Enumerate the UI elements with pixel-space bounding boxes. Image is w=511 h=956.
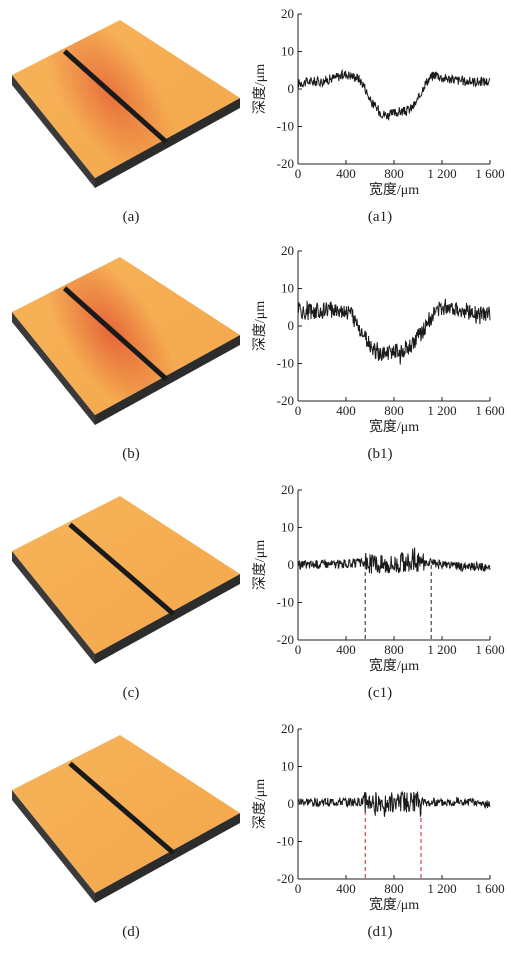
y-tick-label: -20 [277,632,294,647]
caption-image-b: (b) [122,446,140,462]
y-tick-label: -10 [277,356,294,371]
y-axis-label: 深度/μm [252,540,268,590]
x-axis-label: 宽度/μm [369,896,419,913]
x-tick-label: 1 200 [427,403,456,418]
x-axis-label: 宽度/μm [369,181,419,198]
y-tick-label: 20 [281,6,294,21]
groove-line [62,286,168,381]
x-tick-label: 0 [295,166,302,181]
groove-line [68,522,176,616]
depth-profile-line [297,68,491,121]
x-tick-label: 1 600 [475,403,504,418]
panel-c: 20 10 0 -10 -20 0 400 800 1 200 1 600 宽度/μm 深度/μm (… [0,476,511,715]
y-tick-label: -20 [277,156,294,171]
caption-chart-a1: (a1) [367,209,393,225]
y-tick-label: 0 [288,557,295,572]
panel-a: 20 10 0 -10 -20 0 400 800 1 200 1 600 宽度/μm 深度/μm (… [0,0,511,239]
x-tick-label: 400 [336,881,356,896]
y-tick-label: 10 [281,281,294,296]
groove-line [68,761,176,855]
x-tick-label: 400 [336,403,356,418]
surface-image-d [12,735,240,903]
x-tick-label: 1 600 [475,881,504,896]
y-tick-label: -10 [277,119,294,134]
panel-d: 20 10 0 -10 -20 0 400 800 1 200 1 600 宽度/μm 深度/μm (… [0,715,511,954]
surface-image-b [12,257,240,425]
x-tick-label: 800 [384,642,404,657]
surface-image-c [12,496,240,664]
caption-image-d: (d) [122,924,140,940]
y-axis-label: 深度/μm [252,779,268,829]
x-tick-label: 1 200 [427,881,456,896]
y-tick-label: -10 [277,595,294,610]
y-tick-label: 20 [281,721,294,736]
depth-profile-line [297,790,491,817]
depth-profile-line [297,547,491,574]
caption-chart-d1: (d1) [367,924,393,940]
x-axis-label: 宽度/μm [369,418,419,435]
x-tick-label: 0 [295,403,302,418]
y-tick-label: -10 [277,834,294,849]
y-tick-label: 10 [281,759,294,774]
x-tick-label: 1 200 [427,642,456,657]
caption-chart-c1: (c1) [367,685,393,701]
x-tick-label: 400 [336,642,356,657]
y-tick-label: -20 [277,393,294,408]
x-axis-label: 宽度/μm [369,657,419,674]
panel-b: 20 10 0 -10 -20 0 400 800 1 200 1 600 宽度/μm 深度/μm (… [0,237,511,476]
caption-chart-b1: (b1) [367,446,393,462]
x-tick-label: 800 [384,403,404,418]
x-tick-label: 1 600 [475,166,504,181]
x-tick-label: 1 600 [475,642,504,657]
y-tick-label: 0 [288,318,295,333]
y-axis-label: 深度/μm [252,64,268,114]
y-tick-label: 20 [281,243,294,258]
caption-image-c: (c) [122,685,140,701]
y-axis-label: 深度/μm [252,301,268,351]
x-tick-label: 400 [336,166,356,181]
y-tick-label: 0 [288,81,295,96]
y-tick-label: 20 [281,482,294,497]
y-tick-label: -20 [277,871,294,886]
x-tick-label: 0 [295,642,302,657]
x-tick-label: 1 200 [427,166,456,181]
y-tick-label: 0 [288,796,295,811]
y-tick-label: 10 [281,44,294,59]
caption-image-a: (a) [122,209,140,225]
x-tick-label: 0 [295,881,302,896]
surface-image-a [12,20,240,188]
depth-profile-line [297,298,491,365]
y-tick-label: 10 [281,520,294,535]
x-tick-label: 800 [384,881,404,896]
groove-line [62,49,168,144]
x-tick-label: 800 [384,166,404,181]
